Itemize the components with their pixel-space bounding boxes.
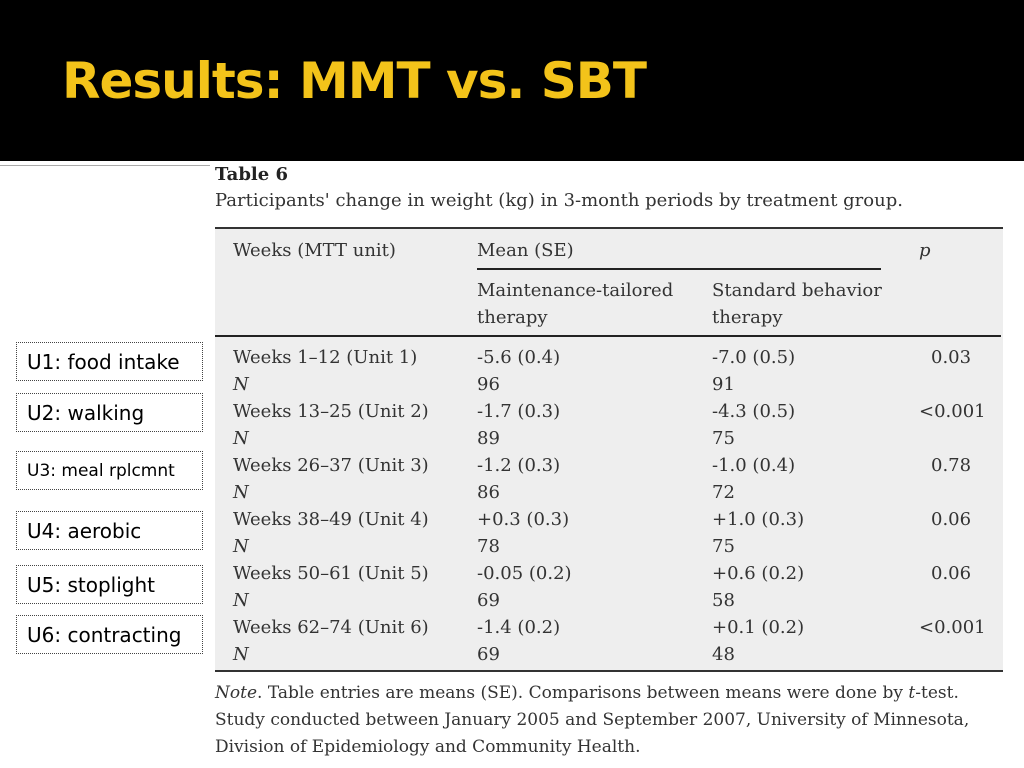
row-mtt-n: 69 <box>477 590 500 611</box>
row-p: <0.001 <box>919 401 986 422</box>
row-mtt-n: 78 <box>477 536 500 557</box>
unit-label: U6: contracting <box>16 615 203 654</box>
row-weeks: Weeks 50–61 (Unit 5) <box>233 563 429 584</box>
row-weeks: Weeks 62–74 (Unit 6) <box>233 617 429 638</box>
row-sbt-n: 72 <box>712 482 735 503</box>
row-n-label: N <box>233 644 249 665</box>
table-label: Table 6 <box>215 164 289 185</box>
header-sbt-line2: therapy <box>712 307 783 328</box>
slide-title: Results: MMT vs. SBT <box>62 52 647 110</box>
header-mean: Mean (SE) <box>477 240 574 261</box>
results-table: Weeks (MTT unit) Mean (SE) p Maintenance… <box>215 227 1003 672</box>
row-mtt: -1.4 (0.2) <box>477 617 561 638</box>
row-sbt: +1.0 (0.3) <box>712 509 805 530</box>
note-line-2: Study conducted between January 2005 and… <box>215 710 970 730</box>
table-note: Note. Table entries are means (SE). Comp… <box>215 680 1015 761</box>
unit-label: U4: aerobic <box>16 511 203 550</box>
note-line-3: Division of Epidemiology and Community H… <box>215 737 641 757</box>
row-sbt-n: 48 <box>712 644 735 665</box>
row-mtt-n: 86 <box>477 482 500 503</box>
row-sbt: -7.0 (0.5) <box>712 347 796 368</box>
row-p: <0.001 <box>919 617 986 638</box>
header-sbt-line1: Standard behavior <box>712 280 882 301</box>
row-sbt-n: 75 <box>712 428 735 449</box>
unit-label: U1: food intake <box>16 342 203 381</box>
row-weeks: Weeks 13–25 (Unit 2) <box>233 401 429 422</box>
row-mtt-n: 96 <box>477 374 500 395</box>
row-n-label: N <box>233 374 249 395</box>
row-n-label: N <box>233 428 249 449</box>
header-mtt-line1: Maintenance-tailored <box>477 280 674 301</box>
row-n-label: N <box>233 536 249 557</box>
header-weeks: Weeks (MTT unit) <box>233 240 396 261</box>
row-sbt-n: 58 <box>712 590 735 611</box>
row-p: 0.78 <box>931 455 972 476</box>
row-mtt: +0.3 (0.3) <box>477 509 570 530</box>
row-sbt-n: 75 <box>712 536 735 557</box>
header-mtt-line2: therapy <box>477 307 548 328</box>
row-mtt: -5.6 (0.4) <box>477 347 561 368</box>
row-weeks: Weeks 26–37 (Unit 3) <box>233 455 429 476</box>
row-p: 0.06 <box>931 509 972 530</box>
unit-label: U3: meal rplcmnt <box>16 451 203 490</box>
header-p: p <box>919 240 931 261</box>
row-mtt: -1.2 (0.3) <box>477 455 561 476</box>
note-text-2: -test. <box>915 683 959 703</box>
row-sbt: -4.3 (0.5) <box>712 401 796 422</box>
note-text-1: . Table entries are means (SE). Comparis… <box>257 683 909 703</box>
table-caption: Participants' change in weight (kg) in 3… <box>215 190 903 211</box>
row-mtt-n: 69 <box>477 644 500 665</box>
row-p: 0.06 <box>931 563 972 584</box>
header-subrule <box>477 268 881 270</box>
row-sbt: +0.6 (0.2) <box>712 563 805 584</box>
row-weeks: Weeks 1–12 (Unit 1) <box>233 347 418 368</box>
row-mtt: -1.7 (0.3) <box>477 401 561 422</box>
divider <box>0 165 210 166</box>
row-sbt-n: 91 <box>712 374 735 395</box>
row-sbt: +0.1 (0.2) <box>712 617 805 638</box>
row-p: 0.03 <box>931 347 972 368</box>
note-prefix: Note <box>215 683 258 703</box>
row-mtt-n: 89 <box>477 428 500 449</box>
row-sbt: -1.0 (0.4) <box>712 455 796 476</box>
title-band <box>0 0 1024 161</box>
note-line-1: Note. Table entries are means (SE). Comp… <box>215 680 1015 707</box>
unit-label: U5: stoplight <box>16 565 203 604</box>
unit-label: U2: walking <box>16 393 203 432</box>
row-n-label: N <box>233 482 249 503</box>
note-t: t <box>908 683 916 703</box>
header-rule <box>215 335 1001 337</box>
row-n-label: N <box>233 590 249 611</box>
row-weeks: Weeks 38–49 (Unit 4) <box>233 509 429 530</box>
row-mtt: -0.05 (0.2) <box>477 563 572 584</box>
